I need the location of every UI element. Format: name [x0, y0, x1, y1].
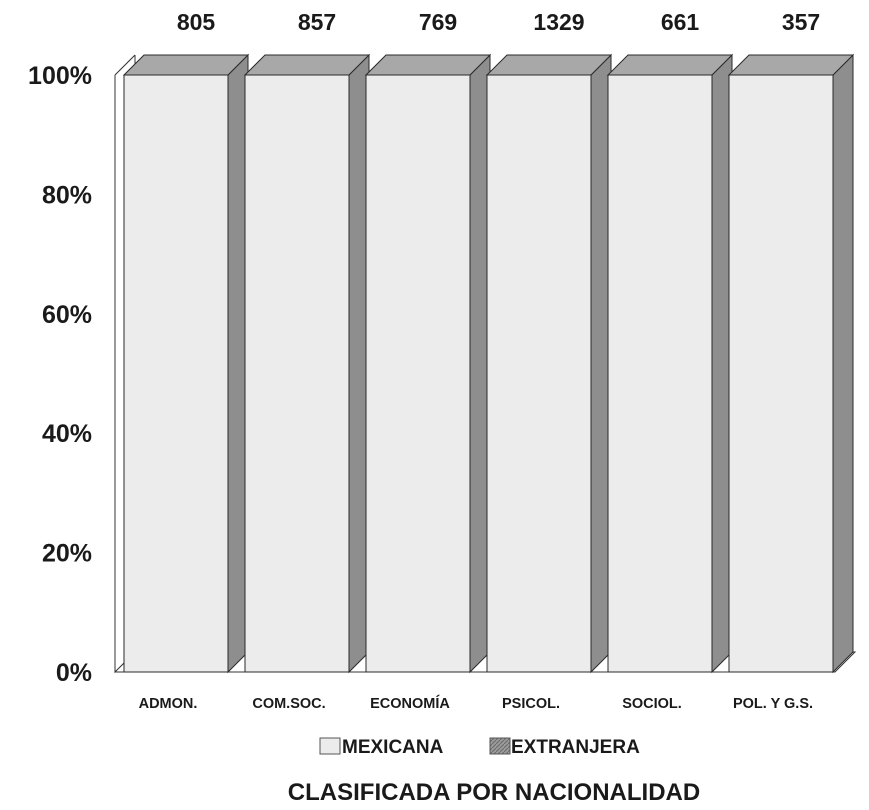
x-tick-label: POL. Y G.S.: [733, 696, 813, 712]
x-axis-ticks: ADMON. COM.SOC. ECONOMÍA PSICOL. SOCIOL. POL.…: [139, 695, 813, 712]
y-tick-label: 0%: [56, 659, 92, 687]
legend-label-extranjera: EXTRANJERA: [511, 737, 640, 758]
bar-segment-mexicana: [365, 74, 471, 673]
x-tick-label: ECONOMÍA: [370, 695, 450, 712]
bar-total-label: 805: [177, 9, 216, 35]
plot-top-left-edge: [114, 54, 136, 76]
bar-segment-mexicana: [486, 74, 592, 673]
bar-top: [727, 54, 855, 76]
bar-segment-mexicana: [244, 74, 350, 673]
bar-segment-mexicana: [607, 74, 713, 673]
bar-totals: 805 857 769 1329 661 357: [177, 9, 820, 35]
bar-top: [606, 54, 734, 76]
chart-title: CLASIFICADA POR NACIONALIDAD: [288, 779, 700, 806]
legend-label-mexicana: MEXICANA: [342, 737, 444, 758]
y-tick-label: 60%: [42, 301, 92, 329]
y-tick-label: 20%: [42, 540, 92, 568]
bar-total-label: 661: [661, 9, 700, 35]
bars: [122, 53, 855, 674]
y-tick-label: 100%: [28, 62, 92, 90]
y-axis-ticks: 0% 20% 40% 60% 80% 100%: [28, 62, 92, 687]
x-tick-label: ADMON.: [139, 696, 198, 712]
bar-top: [364, 54, 492, 76]
y-tick-label: 40%: [42, 420, 92, 448]
bar-segment-mexicana: [728, 74, 834, 673]
bar-total-label: 769: [419, 9, 457, 35]
bar-segment-mexicana: [123, 74, 229, 673]
bar-side-mexicana: [832, 53, 854, 674]
y-tick-label: 80%: [42, 181, 92, 209]
bar-total-label: 357: [782, 9, 820, 35]
bar-total-label: 857: [298, 9, 336, 35]
legend-swatch-mexicana: [319, 737, 341, 755]
x-tick-label: COM.SOC.: [252, 696, 325, 712]
x-tick-label: PSICOL.: [502, 696, 560, 712]
bar-top: [485, 54, 613, 76]
legend-swatch-extranjera: [489, 737, 511, 755]
bar-top: [243, 54, 371, 76]
legend: MEXICANA EXTRANJERA: [319, 737, 640, 758]
bar-total-label: 1329: [533, 9, 584, 35]
x-tick-label: SOCIOL.: [622, 696, 682, 712]
bar-top: [122, 54, 250, 76]
